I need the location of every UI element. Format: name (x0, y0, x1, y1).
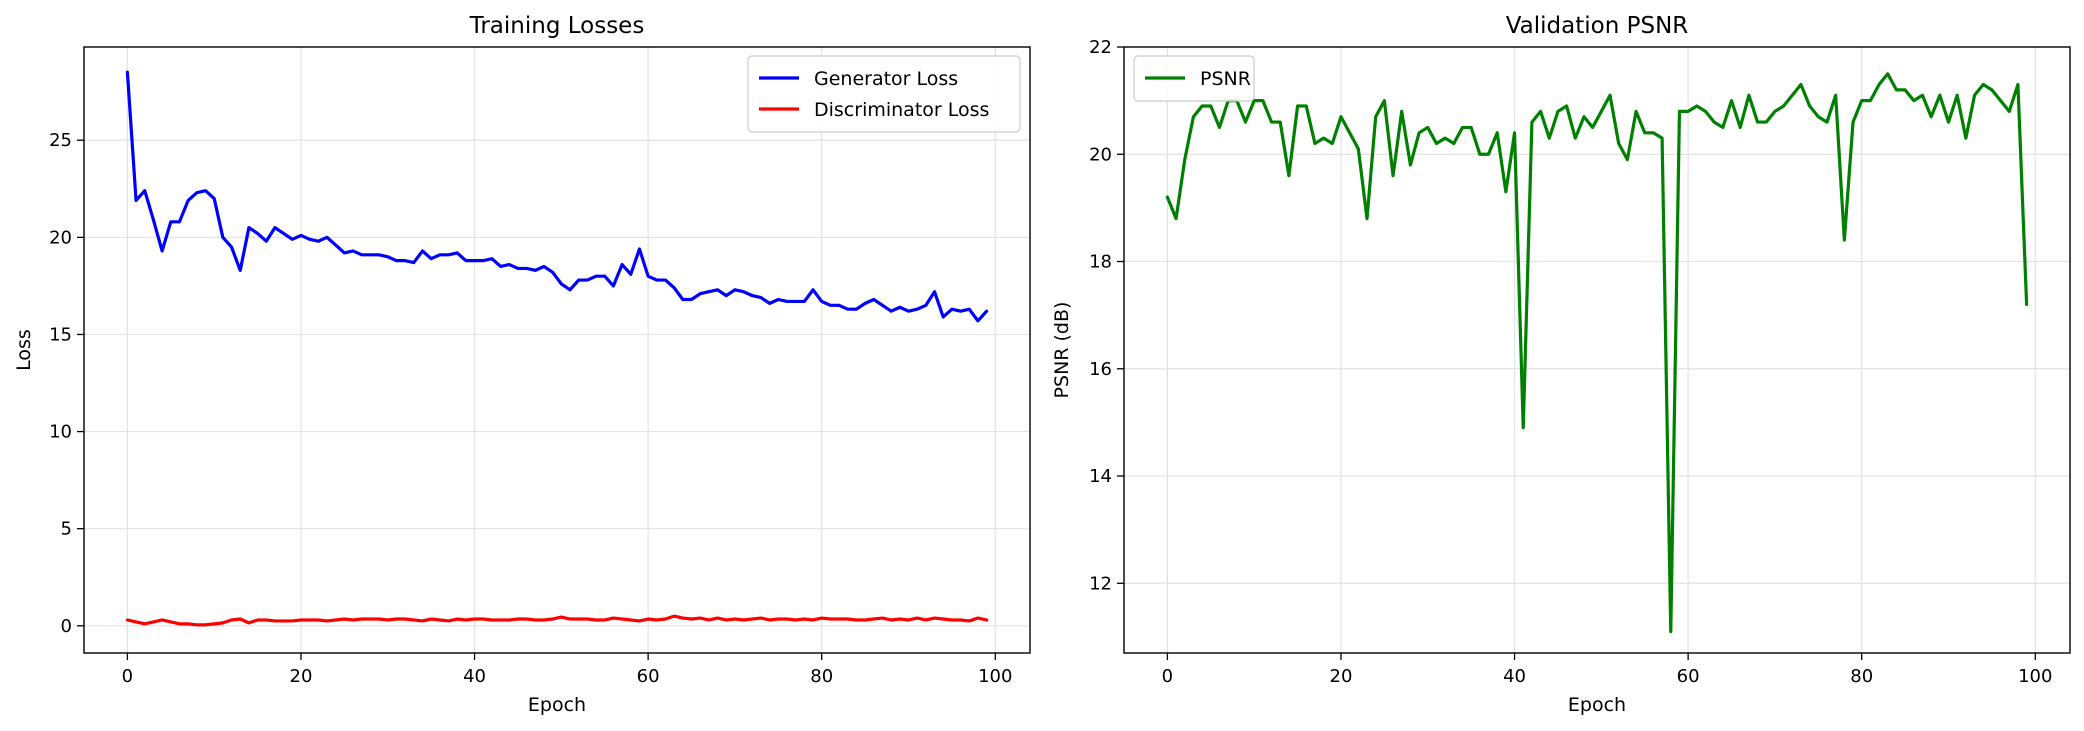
x-tick-label: 20 (290, 666, 313, 687)
y-tick-label: 5 (61, 519, 72, 540)
x-tick-label: 20 (1330, 666, 1353, 687)
x-axis-label: Epoch (1568, 694, 1626, 716)
y-tick-label: 20 (1089, 144, 1112, 165)
x-tick-label: 40 (463, 666, 486, 687)
chart-title: Training Losses (469, 13, 645, 39)
plot-frame (1123, 46, 2071, 654)
x-tick-label: 100 (978, 666, 1012, 687)
x-tick-label: 60 (1677, 666, 1700, 687)
y-axis-label: PSNR (dB) (1051, 302, 1073, 399)
y-tick-label: 0 (61, 616, 72, 637)
y-tick-label: 20 (49, 227, 72, 248)
legend-box (747, 55, 1021, 133)
x-tick-label: 60 (637, 666, 660, 687)
legend-label: PSNR (1200, 68, 1251, 90)
series-line-psnr (1165, 72, 2029, 634)
validation-psnr-panel: 0 20 40 60 80 100 12 14 16 18 20 22 Validation PSNR E… (1051, 13, 2071, 716)
y-tick-label: 25 (49, 130, 72, 151)
series-line-discriminator-loss (125, 614, 989, 627)
y-tick-label: 16 (1089, 359, 1112, 380)
y-tick-label: 15 (49, 324, 72, 345)
y-tick-label: 12 (1089, 573, 1112, 594)
legend-label: Discriminator Loss (814, 99, 989, 121)
y-tick-label: 22 (1089, 37, 1112, 58)
legend: Generator Loss Discriminator Loss (747, 55, 1021, 133)
legend: PSNR (1133, 55, 1255, 102)
x-tick-label: 0 (122, 666, 133, 687)
x-tick-label: 80 (810, 666, 833, 687)
legend-box (1133, 55, 1255, 102)
y-axis-label: Loss (13, 329, 35, 371)
x-tick-label: 0 (1162, 666, 1173, 687)
x-tick-label: 80 (1850, 666, 1873, 687)
y-tick-label: 18 (1089, 252, 1112, 273)
series-line-generator-loss (125, 70, 989, 323)
y-tick-label: 14 (1089, 466, 1112, 487)
x-tick-label: 100 (2018, 666, 2052, 687)
x-tick-label: 40 (1503, 666, 1526, 687)
y-tick-label: 10 (49, 422, 72, 443)
chart-title: Validation PSNR (1506, 13, 1689, 39)
training-losses-panel: 0 20 40 60 80 100 0 5 10 15 20 25 Training Losses Epo… (13, 13, 1031, 716)
legend-label: Generator Loss (814, 68, 958, 90)
plot-frame (83, 46, 1031, 654)
x-axis-label: Epoch (528, 694, 586, 716)
